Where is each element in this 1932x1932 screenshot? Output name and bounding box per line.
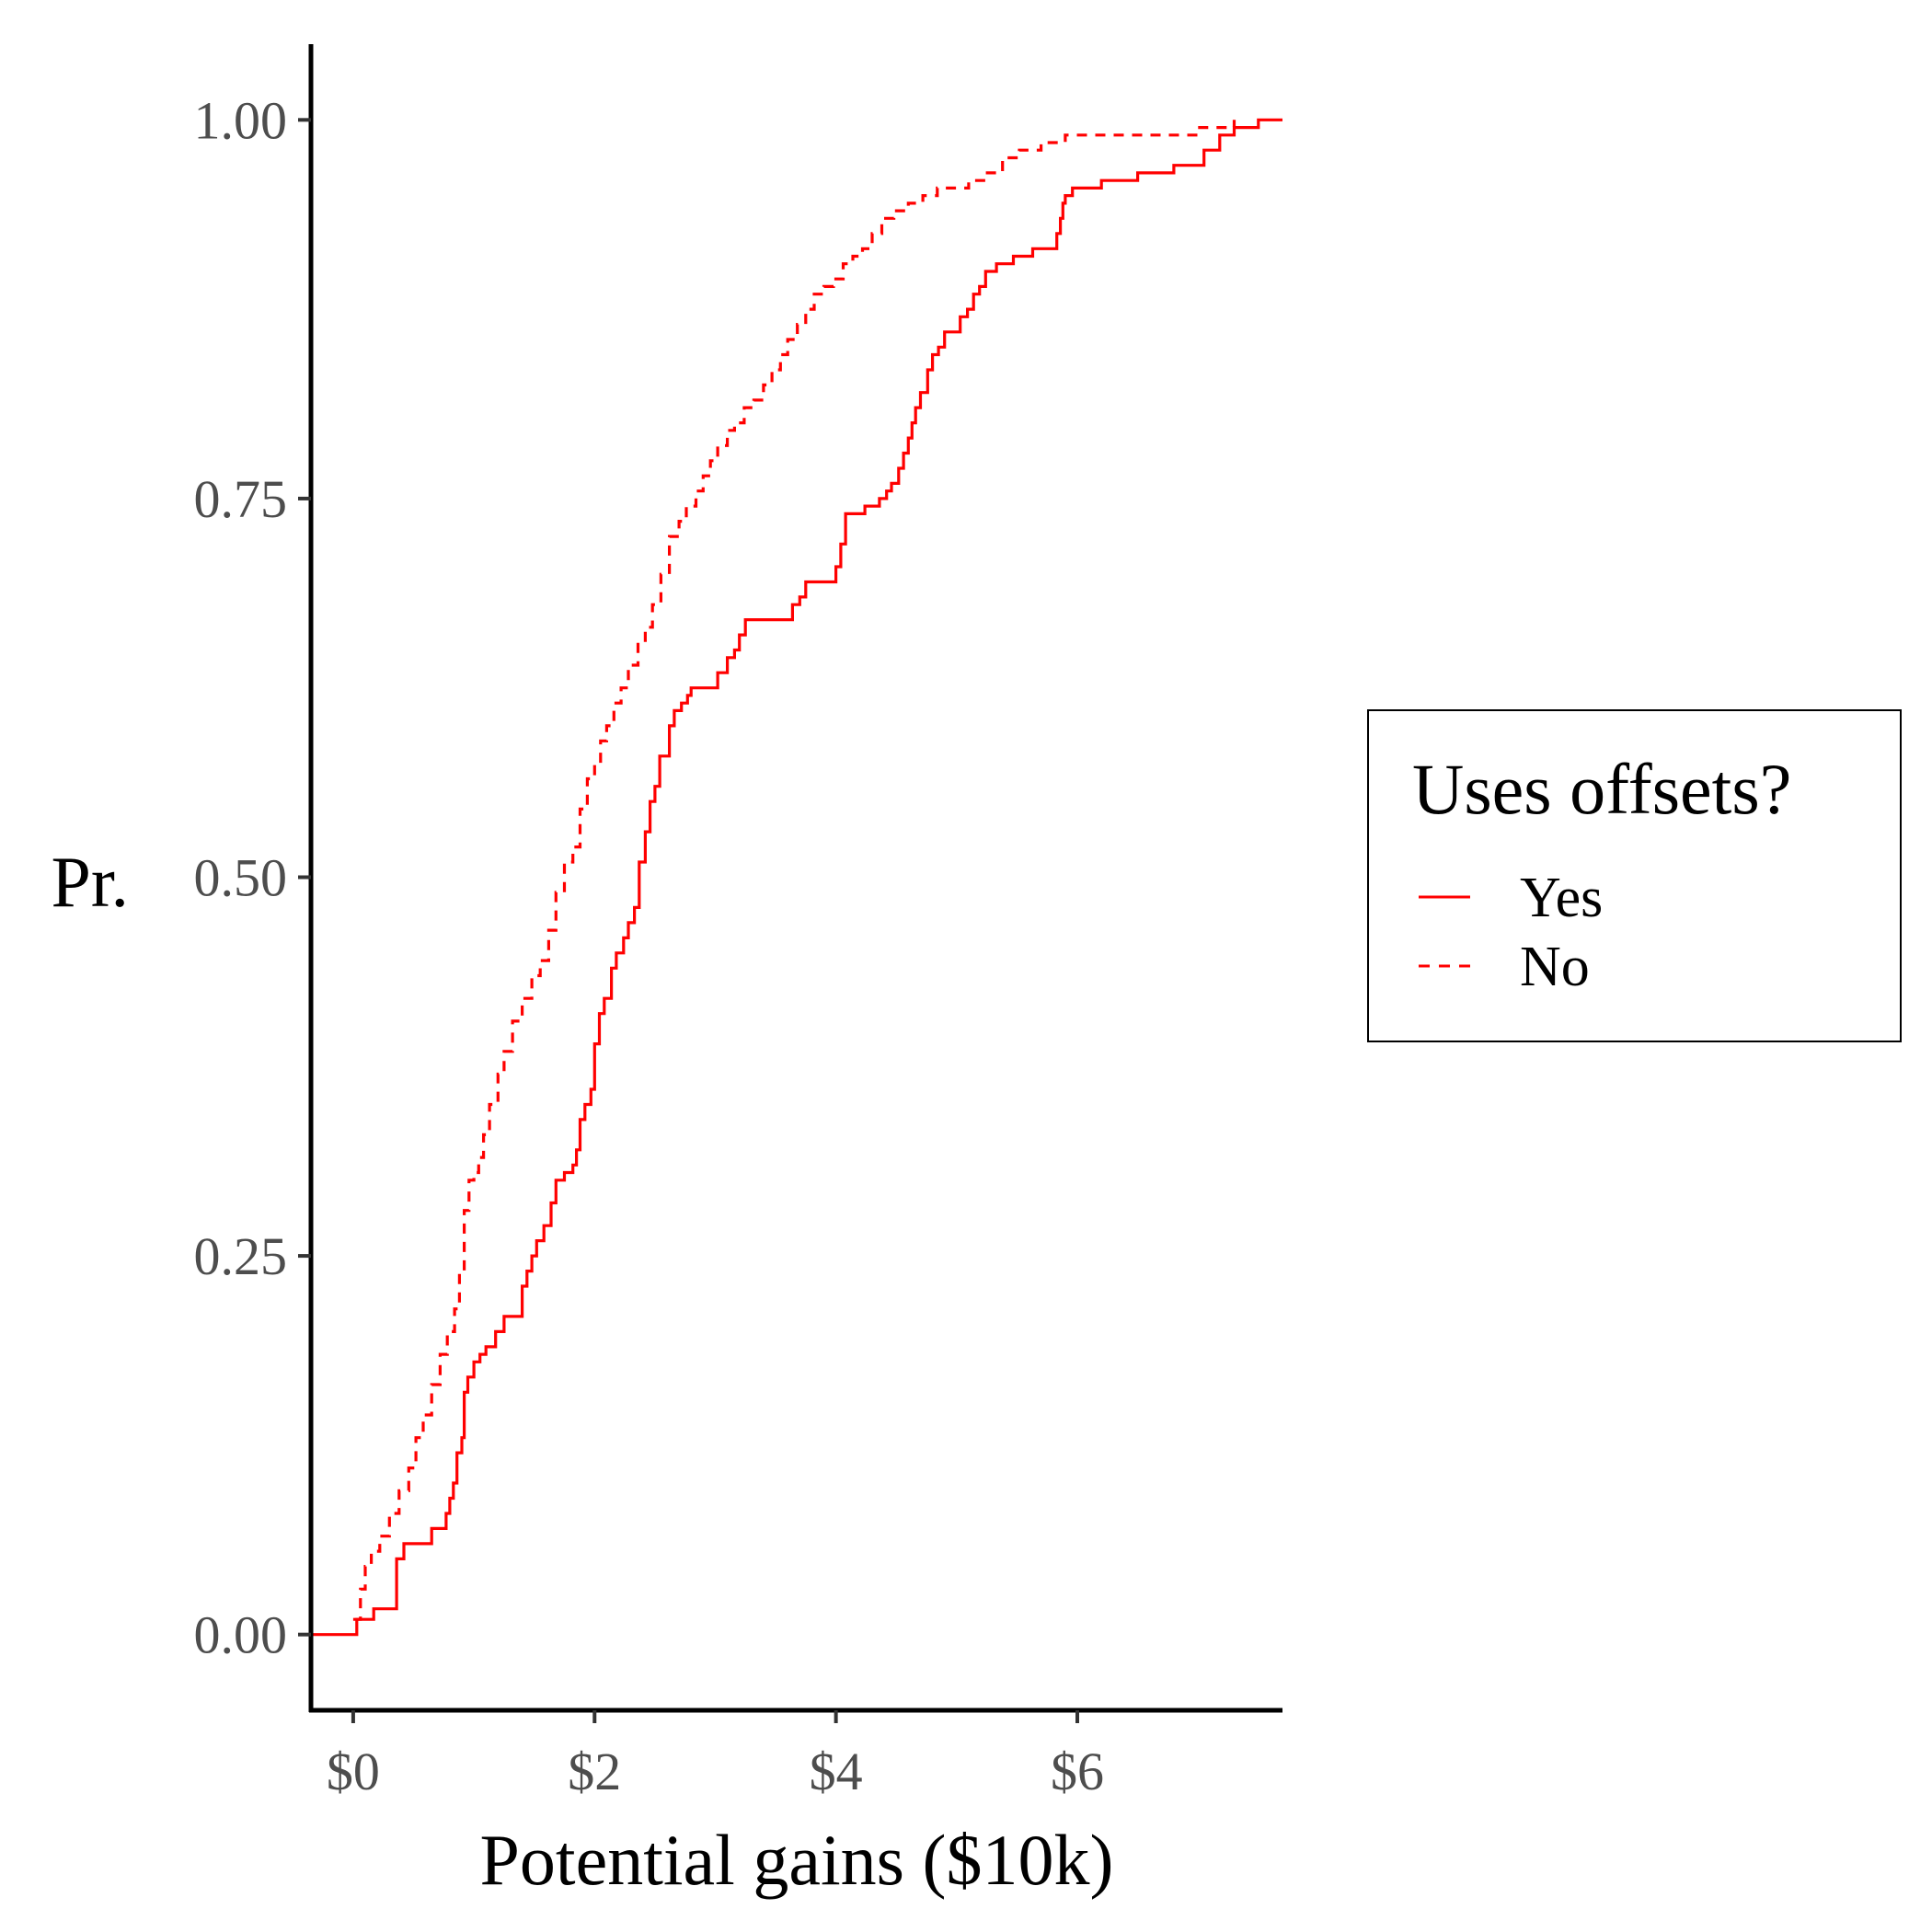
x-tick-label: $6 [1051, 1742, 1104, 1801]
y-tick-label: 0.50 [194, 848, 288, 908]
legend-box [1367, 709, 1902, 1042]
series-line-yes [311, 118, 1282, 1637]
x-tick-label: $4 [810, 1742, 863, 1801]
y-tick-label: 0.00 [194, 1605, 288, 1665]
x-tick-label: $0 [327, 1742, 380, 1801]
y-tick-label: 0.25 [194, 1226, 288, 1286]
ticks-layer: 0.00 0.25 0.50 0.75 1.00 $0 $2 $4 $6 [194, 90, 1104, 1801]
y-tick-label: 0.75 [194, 469, 288, 529]
legend: Uses offsets? Yes No [1367, 709, 1902, 1042]
y-tick-label: 1.00 [194, 90, 288, 150]
y-axis-title: Pr. [51, 842, 129, 922]
x-tick-label: $2 [568, 1742, 621, 1801]
legend-label-yes: Yes [1520, 867, 1603, 929]
axes-layer [308, 44, 1282, 1713]
x-axis-title: Potential gains ($10k) [480, 1820, 1114, 1900]
legend-title: Uses offsets? [1412, 749, 1791, 829]
series-layer [311, 118, 1282, 1637]
series-line-no [352, 120, 1236, 1621]
legend-label-no: No [1520, 936, 1590, 998]
